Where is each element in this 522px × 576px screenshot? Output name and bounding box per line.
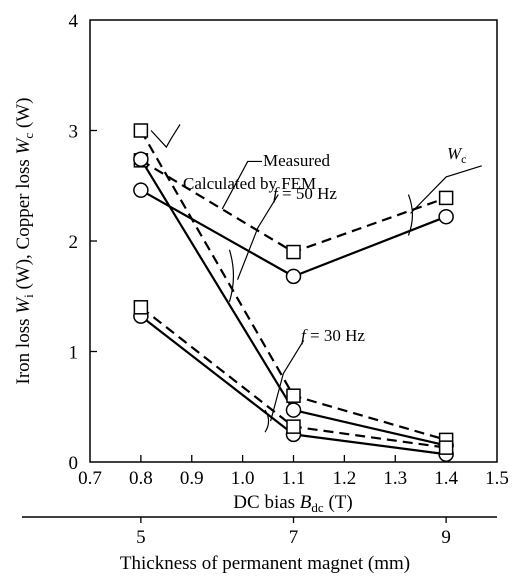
x-tick-label: 1.0 bbox=[231, 468, 255, 489]
y-tick-label: 2 bbox=[69, 232, 79, 253]
x-tick-label: 0.9 bbox=[180, 468, 204, 489]
leader-f50 bbox=[236, 194, 279, 280]
x-tick-label: 1.3 bbox=[383, 468, 407, 489]
f50-symbol: f bbox=[273, 184, 280, 203]
x-tick-label: 1.2 bbox=[333, 468, 357, 489]
data-point-square bbox=[438, 440, 454, 455]
f50-text: = 50 Hz bbox=[278, 184, 338, 203]
y-tick-label: 1 bbox=[69, 343, 79, 364]
data-point-circle bbox=[133, 151, 149, 167]
x2-tick-label: 7 bbox=[289, 527, 299, 548]
y-title-wi-subscript: i bbox=[21, 294, 36, 298]
x2-tick-label: 9 bbox=[441, 527, 451, 548]
y-title-wc-symbol: W bbox=[13, 136, 34, 154]
y-title-wc-subscript: c bbox=[21, 133, 36, 139]
data-point-circle bbox=[438, 208, 454, 225]
annotation-wc: Wc bbox=[447, 144, 467, 166]
annotation-lines bbox=[150, 124, 482, 433]
ticks: 0.7 0.8 0.9 1.0 1.1 1.2 1.3 1.4 1.5 0 1 2 3 4 5 7 9 bbox=[69, 11, 509, 548]
data-point-circle bbox=[133, 182, 149, 198]
y-axis-title: Iron loss Wi (W), Copper loss Wc (W) bbox=[13, 98, 36, 385]
y-tick-label: 3 bbox=[69, 122, 79, 143]
wc-symbol: W bbox=[447, 144, 463, 163]
annotation-measured: Measured bbox=[263, 151, 331, 170]
x-title-part-1: DC bias bbox=[233, 492, 300, 513]
data-point-square bbox=[286, 419, 301, 434]
x2-axis-title: Thickness of permanent magnet (mm) bbox=[120, 553, 410, 574]
annotation-fem: Calculated by FEM bbox=[183, 174, 316, 193]
f30-symbol: f bbox=[301, 326, 308, 345]
data-point-square bbox=[286, 244, 301, 260]
x-title-symbol: B bbox=[300, 492, 312, 513]
data-point-square bbox=[133, 123, 149, 138]
bracket-f50 bbox=[228, 249, 235, 302]
data-point-circle bbox=[285, 402, 302, 418]
y-title-unit: (W) bbox=[13, 98, 34, 133]
x-axis-title: DC bias Bdc (T) bbox=[233, 492, 352, 515]
annotation-f50: f = 50 Hz bbox=[273, 184, 337, 203]
x-tick-label: 1.1 bbox=[282, 468, 306, 489]
leader-wc bbox=[410, 165, 482, 214]
y-tick-label: 4 bbox=[69, 11, 79, 32]
data-point-square bbox=[133, 300, 149, 315]
leader-measured bbox=[221, 160, 262, 210]
annotation-f30: f = 30 Hz bbox=[301, 326, 365, 345]
y-tick-label: 0 bbox=[69, 453, 79, 474]
y-title-wi-symbol: W bbox=[13, 296, 34, 314]
leader-f30 bbox=[270, 340, 305, 422]
x-tick-label: 1.5 bbox=[485, 468, 509, 489]
series-markers bbox=[133, 123, 454, 463]
x-title-subscript: dc bbox=[311, 500, 324, 515]
bracket-wc bbox=[407, 194, 414, 236]
x-tick-label: 0.7 bbox=[78, 468, 102, 489]
data-point-circle bbox=[285, 268, 302, 285]
f30-text: = 30 Hz bbox=[306, 326, 366, 345]
data-point-square bbox=[286, 388, 301, 403]
x2-tick-label: 5 bbox=[136, 527, 146, 548]
x-title-unit: (T) bbox=[324, 492, 353, 513]
data-point-square bbox=[438, 190, 454, 206]
wc-subscript: c bbox=[461, 152, 466, 166]
bracket-f30 bbox=[264, 409, 270, 433]
y-title-part-1: Iron loss bbox=[13, 314, 34, 385]
x-tick-label: 0.8 bbox=[129, 468, 153, 489]
leader-fem bbox=[150, 124, 181, 149]
x-tick-label: 1.4 bbox=[434, 468, 458, 489]
y-title-part-2: (W), Copper loss bbox=[13, 154, 34, 294]
